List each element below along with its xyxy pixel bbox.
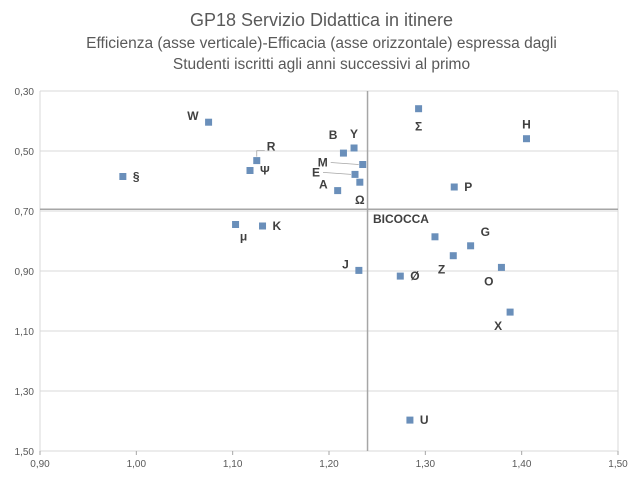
- data-point-marker-3: [119, 173, 127, 180]
- data-point-marker-4: [339, 149, 347, 157]
- data-point-marker-0: [205, 118, 213, 126]
- data-point-label-16: G: [481, 225, 490, 239]
- data-point-marker-8: [334, 187, 342, 195]
- data-point-label-22: U: [420, 413, 429, 427]
- x-tick-label-6: 1,50: [608, 459, 628, 470]
- data-point-label-0: W: [187, 109, 199, 123]
- data-point-marker-10: [415, 105, 423, 113]
- data-point-label-15: BICOCCA: [373, 212, 429, 226]
- x-tick-label-5: 1,40: [512, 459, 532, 470]
- data-point-marker-13: [232, 221, 240, 228]
- data-point-marker-9: [356, 178, 364, 186]
- data-point-marker-17: [449, 252, 457, 260]
- data-point-label-9: Ω: [355, 193, 365, 207]
- data-point-marker-15: [431, 233, 439, 241]
- data-point-label-18: O: [484, 274, 493, 288]
- x-tick-label-0: 0,90: [30, 459, 50, 470]
- data-point-marker-20: [396, 272, 404, 280]
- data-point-label-6: M: [318, 156, 328, 170]
- data-point-label-13: μ: [240, 230, 247, 244]
- y-tick-label-0: 0,30: [15, 87, 35, 98]
- data-point-label-3: §: [133, 170, 140, 184]
- data-point-label-7: E: [312, 165, 320, 179]
- data-point-marker-19: [355, 266, 363, 274]
- data-point-label-19: J: [342, 257, 349, 271]
- data-point-marker-2: [246, 167, 254, 174]
- data-point-marker-16: [467, 242, 475, 250]
- data-point-label-20: Ø: [410, 269, 419, 283]
- y-tick-label-2: 0,70: [15, 207, 35, 218]
- data-point-label-10: Σ: [415, 120, 422, 134]
- y-tick-label-1: 0,50: [15, 147, 35, 158]
- data-point-marker-18: [497, 263, 505, 271]
- data-point-label-17: Z: [438, 263, 445, 277]
- data-point-label-12: P: [464, 180, 472, 194]
- data-point-marker-12: [450, 183, 458, 191]
- y-tick-label-6: 1,50: [15, 447, 35, 458]
- data-point-label-1: R: [267, 140, 276, 154]
- y-tick-label-3: 0,90: [15, 267, 35, 278]
- x-tick-label-1: 1,00: [127, 459, 147, 470]
- data-point-label-2: Ψ: [260, 164, 270, 178]
- data-point-label-11: H: [522, 118, 531, 132]
- data-point-label-5: Y: [350, 127, 358, 141]
- data-point-label-14: K: [273, 219, 282, 233]
- data-point-marker-5: [350, 144, 358, 152]
- x-tick-label-2: 1,10: [223, 459, 243, 470]
- leader-line-1: [256, 150, 265, 157]
- data-point-label-21: X: [494, 319, 502, 333]
- data-point-marker-1: [253, 157, 261, 165]
- x-tick-label-4: 1,30: [416, 459, 436, 470]
- data-point-marker-11: [522, 135, 530, 143]
- data-point-label-8: A: [319, 178, 328, 192]
- chart-subtitle-line-1: Efficienza (asse verticale)-Efficacia (a…: [86, 35, 557, 52]
- leader-line-7: [322, 172, 352, 175]
- leader-line-6: [330, 162, 359, 165]
- data-point-marker-14: [259, 222, 267, 230]
- data-point-marker-22: [406, 416, 414, 424]
- x-tick-label-3: 1,20: [319, 459, 339, 470]
- data-point-marker-6: [359, 161, 367, 168]
- chart-title: GP18 Servizio Didattica in itinere: [189, 10, 454, 30]
- data-point-label-4: B: [329, 128, 338, 142]
- y-tick-label-4: 1,10: [15, 327, 35, 338]
- data-point-marker-7: [351, 170, 359, 178]
- y-tick-label-5: 1,30: [15, 387, 35, 398]
- chart-subtitle-line-2: Studenti iscritti agli anni successivi a…: [172, 56, 471, 73]
- data-point-marker-21: [506, 308, 514, 316]
